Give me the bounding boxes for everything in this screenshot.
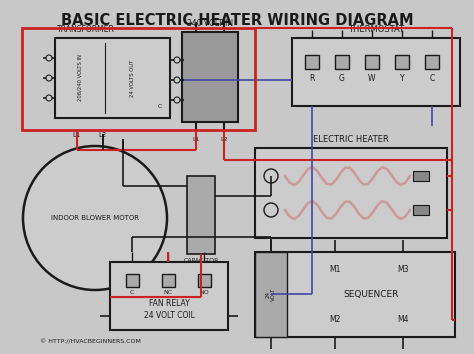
Text: C: C: [130, 290, 134, 295]
Text: W: W: [368, 74, 376, 83]
Circle shape: [264, 203, 278, 217]
Bar: [187, 176, 215, 254]
Text: L2: L2: [220, 137, 228, 142]
Circle shape: [174, 57, 180, 63]
Text: TRANSFORMER: TRANSFORMER: [57, 25, 115, 34]
Text: L1: L1: [73, 132, 81, 138]
Circle shape: [46, 55, 52, 61]
Bar: [255, 252, 455, 337]
Text: THERMOSTAT: THERMOSTAT: [348, 25, 404, 34]
Text: M4: M4: [397, 314, 409, 324]
Circle shape: [264, 169, 278, 183]
Text: 240 VOLT IN: 240 VOLT IN: [187, 19, 233, 28]
Text: NO: NO: [199, 290, 209, 295]
Text: CAPACITOR: CAPACITOR: [183, 258, 219, 263]
Text: L2: L2: [99, 132, 107, 138]
Text: ELECTRIC HEATER: ELECTRIC HEATER: [313, 135, 389, 144]
Bar: [292, 38, 460, 106]
Bar: [305, 55, 319, 69]
Text: Y: Y: [400, 74, 404, 83]
Circle shape: [46, 75, 52, 81]
Text: M2: M2: [329, 314, 341, 324]
Bar: [126, 274, 139, 287]
Text: 208/240 VOLTS IN: 208/240 VOLTS IN: [78, 55, 82, 102]
Text: 24
VOLT: 24 VOLT: [265, 287, 276, 301]
Bar: [413, 205, 429, 215]
Bar: [425, 55, 439, 69]
Text: 24 VOLT COIL: 24 VOLT COIL: [144, 312, 194, 320]
Text: C: C: [429, 74, 435, 83]
Bar: [335, 55, 349, 69]
Circle shape: [46, 95, 52, 101]
Circle shape: [23, 146, 167, 290]
Text: © HTTP://HVACBEGINNERS.COM: © HTTP://HVACBEGINNERS.COM: [40, 339, 141, 344]
Text: BASIC ELECTRIC HEATER WIRING DIAGRAM: BASIC ELECTRIC HEATER WIRING DIAGRAM: [61, 13, 413, 28]
Bar: [255, 252, 287, 337]
Text: FAN RELAY: FAN RELAY: [149, 299, 190, 308]
Bar: [198, 274, 211, 287]
Text: L1: L1: [192, 137, 200, 142]
Bar: [162, 274, 175, 287]
Text: SEQUENCER: SEQUENCER: [343, 290, 399, 298]
Text: G: G: [339, 74, 345, 83]
Circle shape: [174, 97, 180, 103]
Bar: [255, 148, 447, 238]
Text: M3: M3: [397, 266, 409, 274]
Bar: [182, 32, 238, 122]
Bar: [55, 38, 170, 118]
Text: NC: NC: [164, 290, 173, 295]
Text: M1: M1: [329, 266, 341, 274]
Text: 24 VOLTS OUT: 24 VOLTS OUT: [130, 59, 136, 97]
Circle shape: [174, 77, 180, 83]
Bar: [110, 262, 228, 330]
Bar: [413, 171, 429, 181]
Text: INDOOR BLOWER MOTOR: INDOOR BLOWER MOTOR: [51, 215, 139, 221]
Text: R: R: [310, 74, 315, 83]
Bar: [395, 55, 409, 69]
Bar: [22, 28, 255, 130]
Bar: [365, 55, 379, 69]
Text: C: C: [158, 103, 162, 108]
